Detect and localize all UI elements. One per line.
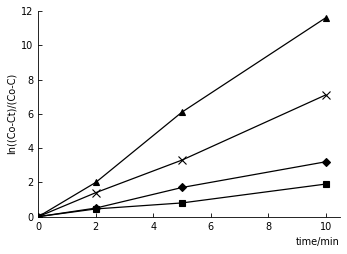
X-axis label: time/min: time/min xyxy=(296,237,340,247)
Y-axis label: ln((Co-Ct)/(Co-C): ln((Co-Ct)/(Co-C) xyxy=(7,73,17,154)
